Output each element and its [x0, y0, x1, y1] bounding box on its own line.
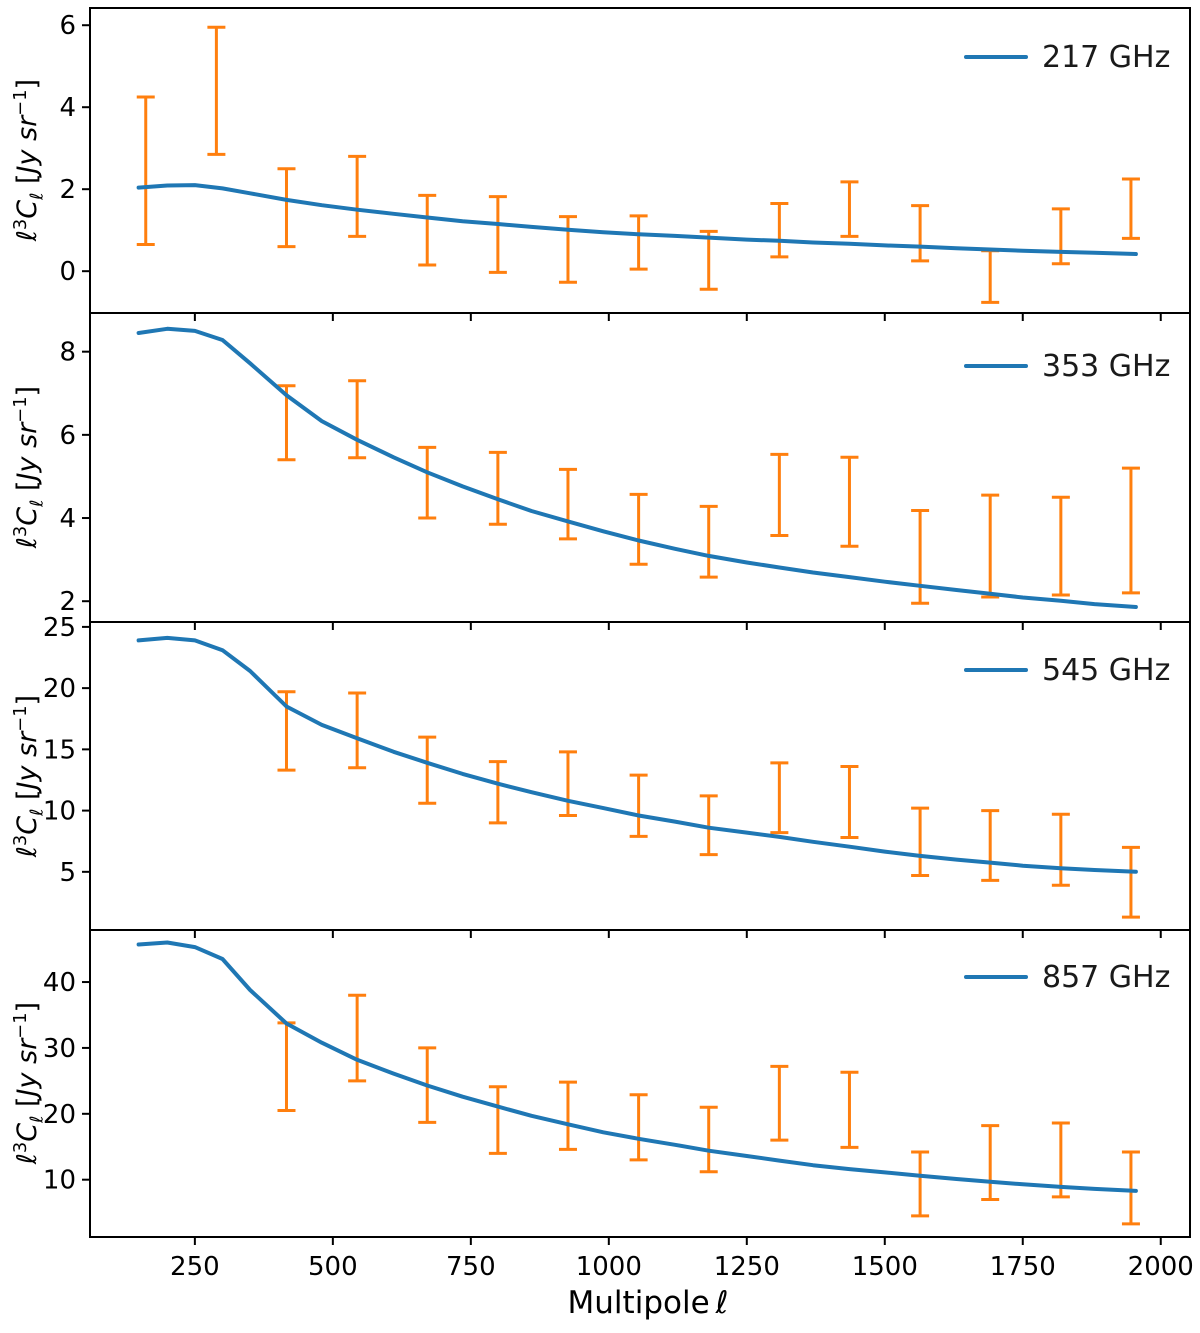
legend-217ghz: 217 GHz [964, 39, 1171, 75]
legend-label: 545 GHz [1042, 652, 1171, 688]
legend-label: 353 GHz [1042, 348, 1171, 384]
x-axis-label: Multipole ℓ [567, 1285, 729, 1321]
y-tick-label: 20 [43, 674, 76, 704]
y-tick-label: 6 [59, 421, 76, 451]
panel-border [89, 929, 1191, 1238]
y-axis-label-panel1: ℓ3Cℓ [Jy sr−1] [9, 79, 48, 242]
spectrum-line [136, 326, 1138, 609]
legend-545ghz: 545 GHz [964, 652, 1171, 688]
legend-353ghz: 353 GHz [964, 348, 1171, 384]
y-tick-label: 15 [43, 735, 76, 765]
legend-label: 217 GHz [1042, 39, 1171, 75]
legend-line-sample [964, 975, 1028, 979]
legend-857ghz: 857 GHz [964, 959, 1171, 995]
y-tick-label: 10 [43, 797, 76, 827]
x-tick-label: 2000 [1128, 1252, 1194, 1282]
y-tick-label: 40 [43, 968, 76, 998]
legend-line-sample [964, 668, 1028, 672]
legend-label: 857 GHz [1042, 959, 1171, 995]
legend-line-sample [964, 55, 1028, 59]
y-tick-label: 5 [59, 858, 76, 888]
y-tick-label: 2 [59, 175, 76, 205]
x-tick-label: 250 [170, 1252, 220, 1282]
spectrum-line [136, 635, 1138, 874]
y-tick-label: 4 [59, 504, 76, 534]
x-tick-label: 500 [308, 1252, 358, 1282]
spectrum-line [136, 183, 1138, 256]
x-tick-label: 1750 [990, 1252, 1056, 1282]
y-tick-label: 8 [59, 338, 76, 368]
x-tick-label: 750 [446, 1252, 496, 1282]
legend-line-sample [964, 364, 1028, 368]
y-tick-label: 4 [59, 93, 76, 123]
x-tick-label: 1500 [852, 1252, 918, 1282]
spectrum-line [136, 940, 1138, 1193]
y-tick-label: 30 [43, 1034, 76, 1064]
y-axis-label-panel3: ℓ3Cℓ [Jy sr−1] [9, 694, 48, 858]
x-tick-label: 1250 [714, 1252, 780, 1282]
y-tick-label: 2 [59, 587, 76, 617]
y-tick-label: 25 [43, 613, 76, 643]
y-tick-label: 0 [59, 257, 76, 287]
y-axis-label-panel4: ℓ3Cℓ [Jy sr−1] [9, 1002, 48, 1165]
y-tick-label: 20 [43, 1100, 76, 1130]
y-axis-label-panel2: ℓ3Cℓ [Jy sr−1] [9, 386, 48, 549]
x-tick-label: 1000 [576, 1252, 642, 1282]
y-tick-label: 10 [43, 1166, 76, 1196]
y-tick-label: 6 [59, 11, 76, 41]
